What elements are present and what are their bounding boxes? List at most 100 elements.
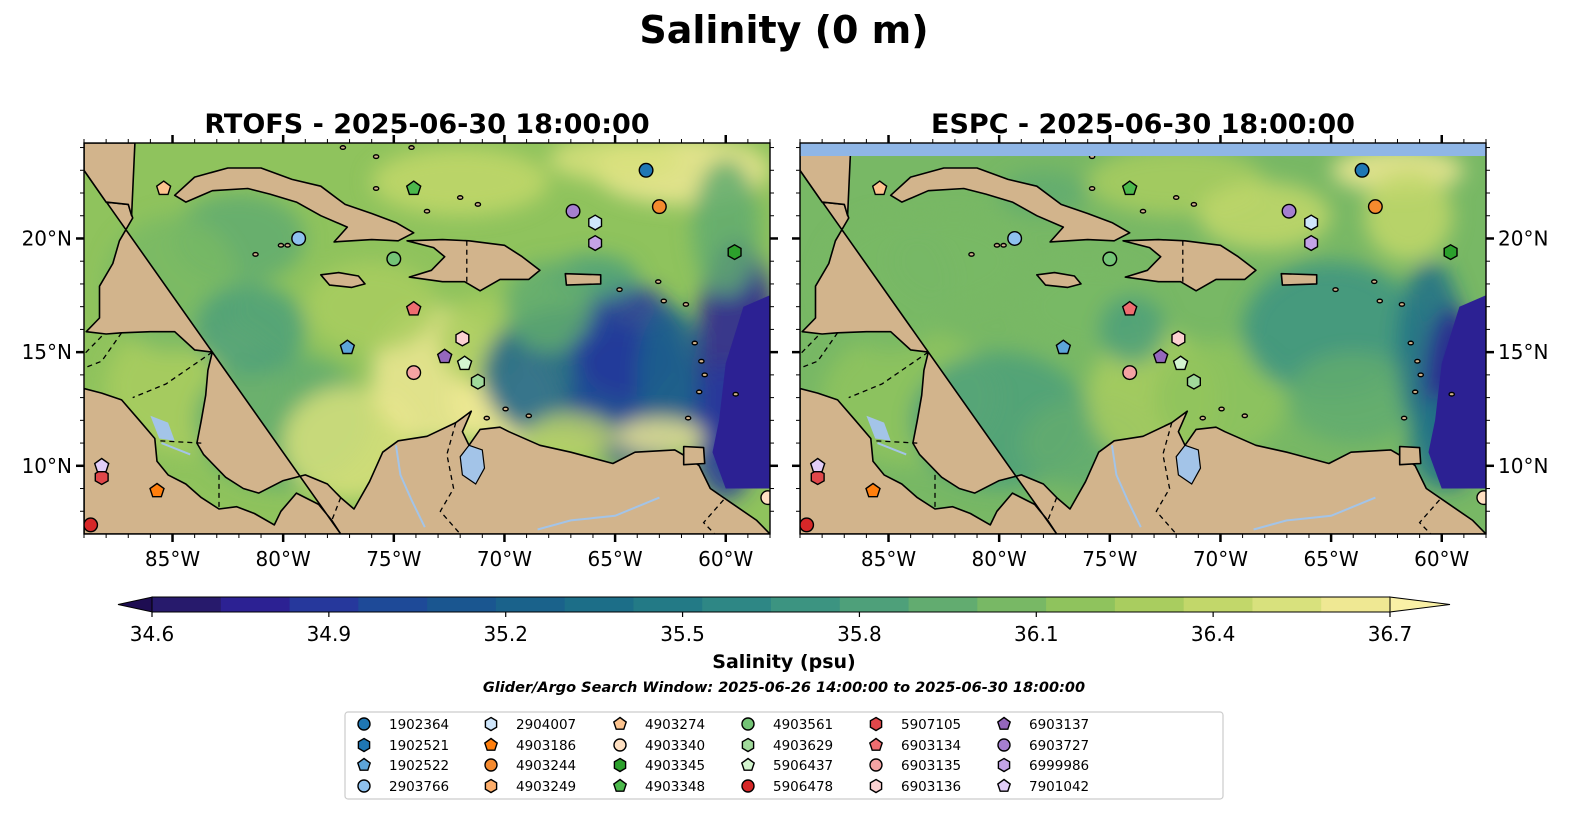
country-border [84,335,103,355]
small-island [1414,358,1421,364]
small-island [732,391,740,397]
small-island [1332,287,1339,293]
colorbar-segment [564,597,635,612]
colorbar: 34.6 34.9 35.2 35.5 35.8 36.1 36.4 36.7 [117,596,1451,646]
colorbar-segment [839,597,910,612]
legend-marker [613,757,627,773]
colorbar-segment [771,597,841,612]
lat-tick-label: 15°N [22,340,72,364]
country-border [1155,422,1177,534]
rtofs-map-panel [83,142,771,535]
legend-item-6999986: 6999986 [997,757,1089,774]
salinity-patch [1364,170,1453,262]
espc-map-panel [799,142,1487,535]
platform-4903186 [865,482,881,498]
legend-marker [612,716,628,730]
country-border [800,332,839,369]
salinity-patch [371,147,549,216]
legend-item-4903629: 4903629 [741,737,833,754]
small-island [1376,298,1384,304]
legend-item-4903561: 4903561 [741,717,833,733]
lon-tick-label: 60°W [698,547,753,571]
espc-axes: 85°W 80°W 75°W 70°W 65°W 60°W 10°N 15°N 20°N [792,135,1548,571]
legend-item-4903348: 4903348 [612,778,705,795]
country-border [132,351,213,399]
small-island [1172,195,1180,201]
legend-marker [612,778,628,792]
legend-marker [484,778,498,794]
small-island [691,340,699,346]
legend-marker [613,738,627,752]
small-island [682,301,690,307]
platform-6999986 [1304,234,1319,252]
platform-6903727 [1281,203,1297,219]
platform-6903135 [406,365,422,381]
legend-item-4903274: 4903274 [612,716,705,733]
small-island [968,251,975,257]
country-border [800,335,819,355]
platform-1902364 [638,162,654,178]
small-island [1088,185,1096,191]
colorbar-segment [702,597,772,612]
legend-label: 5906478 [773,779,833,795]
land-jamaica [1036,271,1082,289]
legend-marker [357,717,371,731]
small-island [474,201,482,207]
platform-5906437 [1172,355,1189,371]
legend-label: 6903136 [901,779,961,795]
legend-item-6903136: 6903136 [869,778,961,795]
lake-nicaragua [150,415,175,441]
legend-label: 4903249 [516,779,576,795]
river [877,442,907,456]
legend-item-5906437: 5906437 [740,757,833,774]
legend-item-4903249: 4903249 [484,778,576,795]
colorbar-extend-max [1389,596,1451,613]
legend-item-4903340: 4903340 [613,738,705,754]
lon-tick-label: 60°W [1414,547,1469,571]
country-border [702,499,724,534]
land-cuba [889,167,1131,243]
atlantic-low-salinity [1428,295,1486,489]
legend-marker [356,757,372,771]
small-island [339,145,347,151]
legend-marker [869,716,883,732]
small-island [284,242,291,248]
lat-tick-label: 10°N [1498,454,1548,478]
small-island [408,145,415,151]
lon-tick-label: 70°W [1193,547,1248,571]
rtofs-axes: 85°W 80°W 75°W 70°W 65°W 60°W 10°N 15°N 20°N [22,135,778,571]
legend-item-1902522: 1902522 [356,757,449,774]
small-island [277,242,285,248]
small-island [1400,415,1408,421]
legend-item-4903244: 4903244 [484,758,576,774]
colorbar-tick-label: 35.8 [837,622,882,646]
platform-4903345 [1443,243,1458,261]
small-island [1370,279,1378,285]
map-frame [799,142,1487,535]
colorbar-segment [1321,597,1391,612]
colorbar-segment [427,597,497,612]
legend-label: 6903727 [1029,738,1089,754]
lake-maracaibo [1175,444,1202,485]
legend-item-4903345: 4903345 [613,757,705,774]
lat-tick-label: 20°N [1498,226,1548,250]
legend-marker [997,738,1011,752]
platform-1902522 [339,339,356,355]
legend-marker [484,716,498,732]
platform-7901042 [93,457,110,473]
small-island [1407,340,1415,346]
legend-label: 2904007 [516,717,576,733]
legend-item-1902364: 1902364 [357,717,449,733]
legend-label: 5906437 [773,758,833,774]
legend-label: 6903135 [901,758,961,774]
lon-tick-label: 75°W [366,547,421,571]
platform-7901042 [809,457,826,473]
legend-marker [740,757,756,771]
search-window-text: Glider/Argo Search Window: 2025-06-26 14… [483,680,1085,696]
small-island [660,298,668,304]
legend-item-1902521: 1902521 [357,737,449,754]
lon-tick-label: 85°W [145,547,200,571]
land [800,143,1486,534]
lon-tick-label: 75°W [1082,547,1137,571]
platform-4903340 [1476,490,1486,506]
